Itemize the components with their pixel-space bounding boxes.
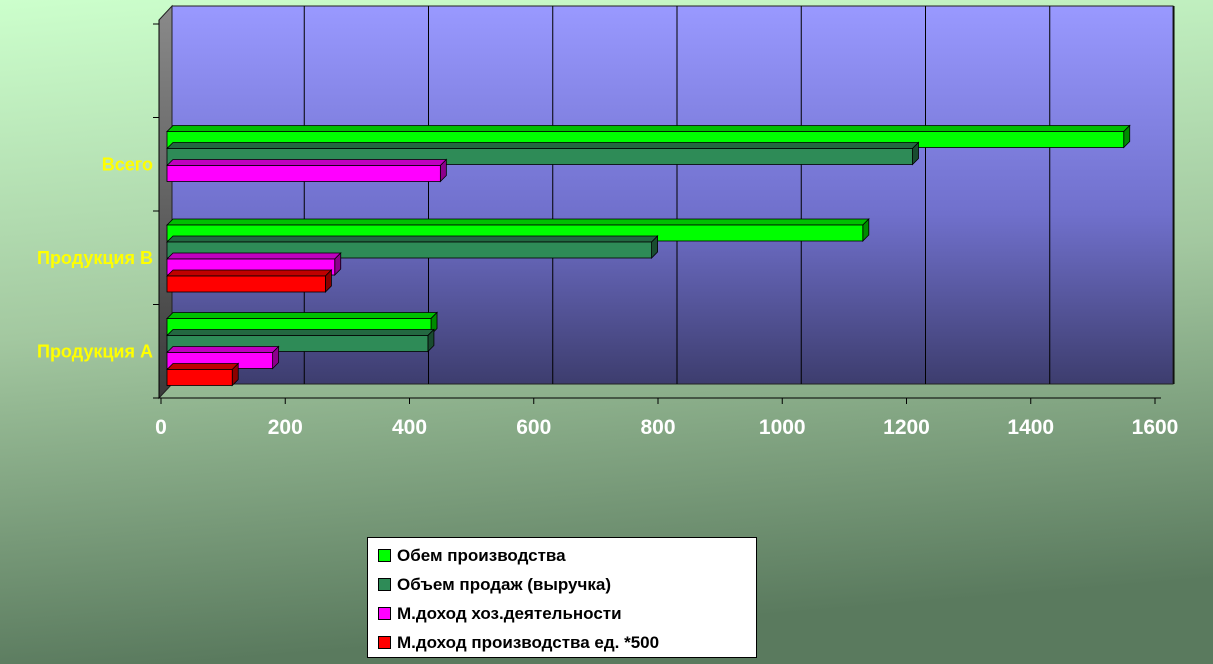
x-tick-label: 800 <box>640 416 675 439</box>
bar-top-face <box>166 159 448 166</box>
x-tick-label: 1000 <box>759 416 806 439</box>
legend-item-sales-volume: Объем продаж (выручка) <box>378 570 756 599</box>
x-tick-label: 1600 <box>1132 416 1179 439</box>
y-category-label: Всего <box>102 154 153 174</box>
legend-swatch-unit-margin <box>378 636 391 649</box>
bar-top-face <box>166 363 240 370</box>
bar-top-face <box>166 142 920 149</box>
legend-label-sales-volume: Объем продаж (выручка) <box>397 574 611 594</box>
legend-swatch-production-volume <box>378 549 391 562</box>
bar-top-face <box>166 329 435 336</box>
bar-top-face <box>166 269 333 277</box>
bar <box>166 165 441 182</box>
legend-label-unit-margin: М.доход производства ед. *500 <box>397 632 660 652</box>
bar-top-face <box>166 235 659 243</box>
legend-item-production-volume: Обем производства <box>378 541 756 570</box>
x-tick-label: 0 <box>155 416 167 439</box>
legend-swatch-sales-volume <box>378 578 391 591</box>
x-tick-label: 600 <box>516 416 551 439</box>
legend-swatch-business-margin <box>378 607 391 620</box>
bar-top-face <box>166 218 870 226</box>
legend-label-production-volume: Обем производства <box>397 545 566 565</box>
y-category-label: Продукция В <box>37 248 153 268</box>
x-tick-label: 1400 <box>1007 416 1054 439</box>
legend-label-business-margin: М.доход хоз.деятельности <box>397 603 622 623</box>
x-tick-label: 400 <box>392 416 427 439</box>
bar-top-face <box>166 312 438 319</box>
chart-legend: Обем производства Объем продаж (выручка)… <box>367 537 757 658</box>
legend-item-unit-margin: М.доход производства ед. *500 <box>378 628 756 657</box>
bar <box>166 275 326 293</box>
x-tick-label: 1200 <box>883 416 930 439</box>
bar-top-face <box>166 346 280 353</box>
bar-top-face <box>166 125 1131 132</box>
bar <box>166 369 233 386</box>
y-category-label: Продукция А <box>37 341 153 361</box>
bar-top-face <box>166 252 342 260</box>
x-tick-label: 200 <box>268 416 303 439</box>
legend-item-business-margin: М.доход хоз.деятельности <box>378 599 756 628</box>
